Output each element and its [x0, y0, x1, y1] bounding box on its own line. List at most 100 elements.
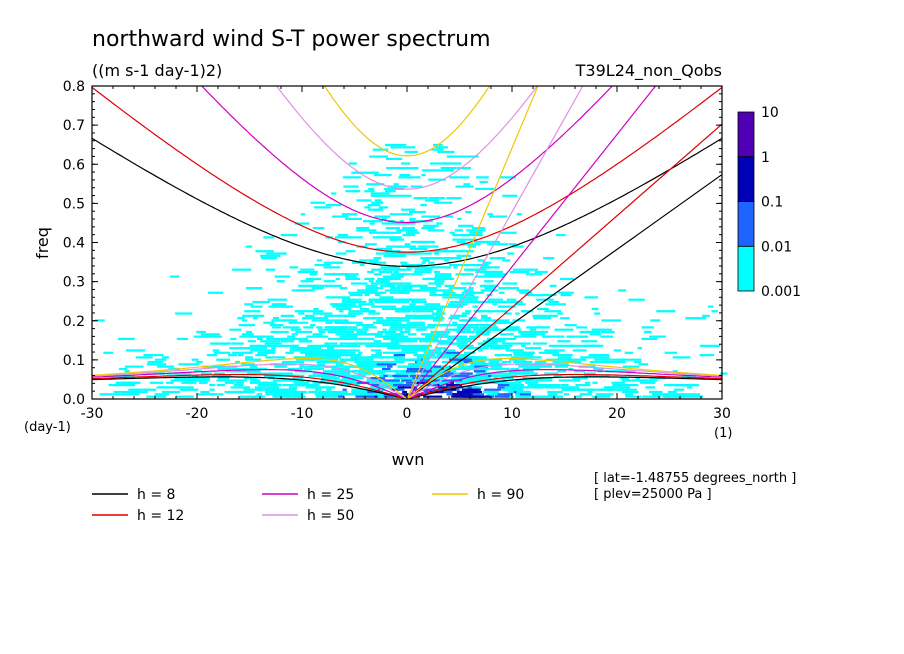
power-cell	[178, 386, 194, 389]
power-cell	[287, 335, 296, 338]
power-cell	[196, 393, 204, 396]
power-cell	[382, 323, 395, 327]
power-cell	[393, 270, 399, 274]
power-cell	[314, 206, 331, 209]
power-cell	[479, 395, 491, 398]
power-cell	[253, 314, 264, 317]
power-cell	[290, 328, 302, 331]
power-cell	[384, 360, 405, 364]
x-tick-label: 20	[608, 406, 626, 422]
power-cell	[331, 372, 351, 375]
power-cell	[452, 323, 465, 327]
power-cell	[335, 321, 346, 324]
power-cell	[574, 395, 582, 398]
power-cell	[314, 347, 322, 350]
power-cell	[601, 319, 622, 322]
power-cell	[421, 377, 437, 380]
power-cell	[325, 203, 342, 207]
power-cell	[462, 319, 483, 322]
power-cell	[173, 386, 181, 389]
power-cell	[444, 167, 457, 170]
power-cell	[341, 298, 362, 301]
power-cell	[514, 358, 527, 361]
power-cell	[518, 330, 537, 334]
power-cell	[319, 353, 337, 357]
power-cell	[507, 252, 515, 255]
power-cell	[625, 393, 634, 396]
power-cell	[357, 356, 375, 359]
power-cell	[259, 254, 281, 257]
power-cell	[369, 381, 383, 384]
power-cell	[279, 388, 297, 391]
power-cell	[466, 328, 471, 331]
power-cell	[274, 388, 285, 391]
power-cell	[393, 384, 407, 387]
power-cell	[534, 395, 545, 398]
power-cell	[396, 351, 411, 354]
power-cell	[230, 379, 247, 382]
power-cell	[634, 358, 642, 361]
y-unit-label: (day-1)	[24, 420, 71, 435]
power-cell	[479, 180, 488, 184]
power-cell	[238, 347, 251, 350]
power-cell	[536, 298, 554, 301]
power-cell	[385, 227, 400, 230]
power-cell	[252, 317, 258, 320]
power-cell	[635, 377, 641, 380]
power-cell	[265, 393, 271, 396]
power-cell	[404, 150, 418, 154]
power-cell	[341, 213, 358, 216]
power-cell	[525, 381, 539, 384]
power-cell	[385, 284, 395, 287]
power-cell	[413, 353, 431, 357]
power-cell	[430, 335, 450, 338]
power-cell	[381, 222, 397, 225]
power-cell	[316, 363, 326, 366]
power-cell	[502, 194, 518, 197]
power-cell	[409, 374, 428, 377]
power-cell	[330, 395, 338, 398]
power-cell	[376, 372, 386, 375]
power-cell	[250, 305, 263, 308]
colorbar-label: 0.001	[761, 284, 801, 300]
power-cell	[385, 245, 403, 248]
power-cell	[342, 374, 359, 377]
power-cell	[602, 374, 610, 377]
power-cell	[377, 330, 391, 334]
power-cell	[440, 374, 447, 377]
power-cell	[459, 353, 470, 357]
power-cell	[264, 390, 278, 394]
power-cell	[406, 321, 425, 324]
power-cell	[233, 384, 244, 387]
power-cell	[455, 395, 466, 398]
power-cell	[371, 268, 383, 271]
power-cell	[382, 351, 397, 354]
power-cell	[325, 321, 333, 324]
power-cell	[244, 310, 261, 313]
power-cell	[348, 335, 358, 338]
power-cell	[294, 310, 310, 313]
power-cell	[309, 273, 318, 276]
power-cell	[497, 384, 510, 387]
power-cell	[247, 340, 256, 343]
power-cell	[113, 390, 134, 394]
power-cell	[304, 353, 323, 357]
power-cell	[473, 370, 486, 373]
power-cell	[271, 393, 291, 396]
power-cell	[327, 360, 344, 364]
power-cell	[308, 374, 327, 377]
power-cell	[524, 347, 542, 350]
power-cell	[598, 388, 614, 391]
power-cell	[458, 303, 464, 306]
power-cell	[501, 388, 522, 391]
power-cell	[421, 215, 436, 218]
power-cell	[289, 347, 301, 350]
power-cell	[591, 388, 603, 391]
power-cell	[458, 390, 470, 394]
power-cell	[326, 284, 342, 287]
power-cell	[145, 388, 157, 391]
power-cell	[377, 321, 383, 324]
power-cell	[453, 266, 458, 269]
power-cell	[594, 358, 610, 361]
power-cell	[298, 381, 307, 384]
